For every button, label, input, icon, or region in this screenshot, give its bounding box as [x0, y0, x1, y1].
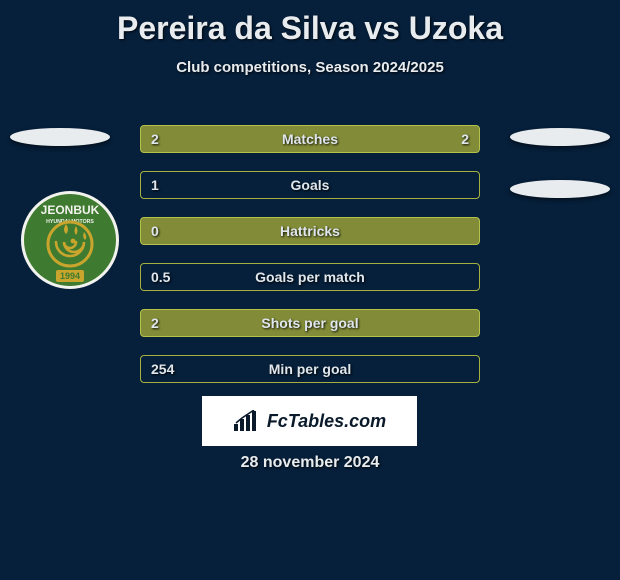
stat-row: 0.5 Goals per match	[140, 263, 480, 291]
date-label: 28 november 2024	[0, 454, 620, 472]
stat-left-value: 254	[151, 361, 174, 377]
stat-row: 254 Min per goal	[140, 355, 480, 383]
player1-ellipse-top	[10, 128, 110, 146]
fctables-watermark: FcTables.com	[202, 396, 417, 446]
player2-ellipse-top	[510, 128, 610, 146]
stat-left-value: 0	[151, 223, 159, 239]
stat-row: 2 Shots per goal	[140, 309, 480, 337]
stat-right-value: 2	[461, 131, 469, 147]
stat-row: 1 Goals	[140, 171, 480, 199]
badge-top-text: JEONBUK	[41, 203, 100, 217]
stat-label: Goals per match	[255, 269, 365, 285]
fctables-icon	[233, 410, 261, 432]
badge-year: 1994	[60, 271, 80, 281]
stat-left-value: 1	[151, 177, 159, 193]
fctables-label: FcTables.com	[267, 411, 386, 432]
stat-label: Shots per goal	[261, 315, 358, 331]
club-badge: JEONBUK HYUNDAI MOTORS 1994	[20, 180, 120, 300]
stat-label: Matches	[282, 131, 338, 147]
stat-row: 2 Matches 2	[140, 125, 480, 153]
player2-ellipse-mid	[510, 180, 610, 198]
stat-row: 0 Hattricks	[140, 217, 480, 245]
stat-label: Hattricks	[280, 223, 340, 239]
page-title: Pereira da Silva vs Uzoka	[0, 0, 620, 47]
stat-label: Goals	[291, 177, 330, 193]
stats-table: 2 Matches 2 1 Goals 0 Hattricks 0.5 Goals per ma…	[140, 125, 480, 401]
stat-left-value: 2	[151, 315, 159, 331]
stat-label: Min per goal	[269, 361, 351, 377]
stat-left-value: 0.5	[151, 269, 170, 285]
stat-left-value: 2	[151, 131, 159, 147]
page-subtitle: Club competitions, Season 2024/2025	[0, 59, 620, 76]
